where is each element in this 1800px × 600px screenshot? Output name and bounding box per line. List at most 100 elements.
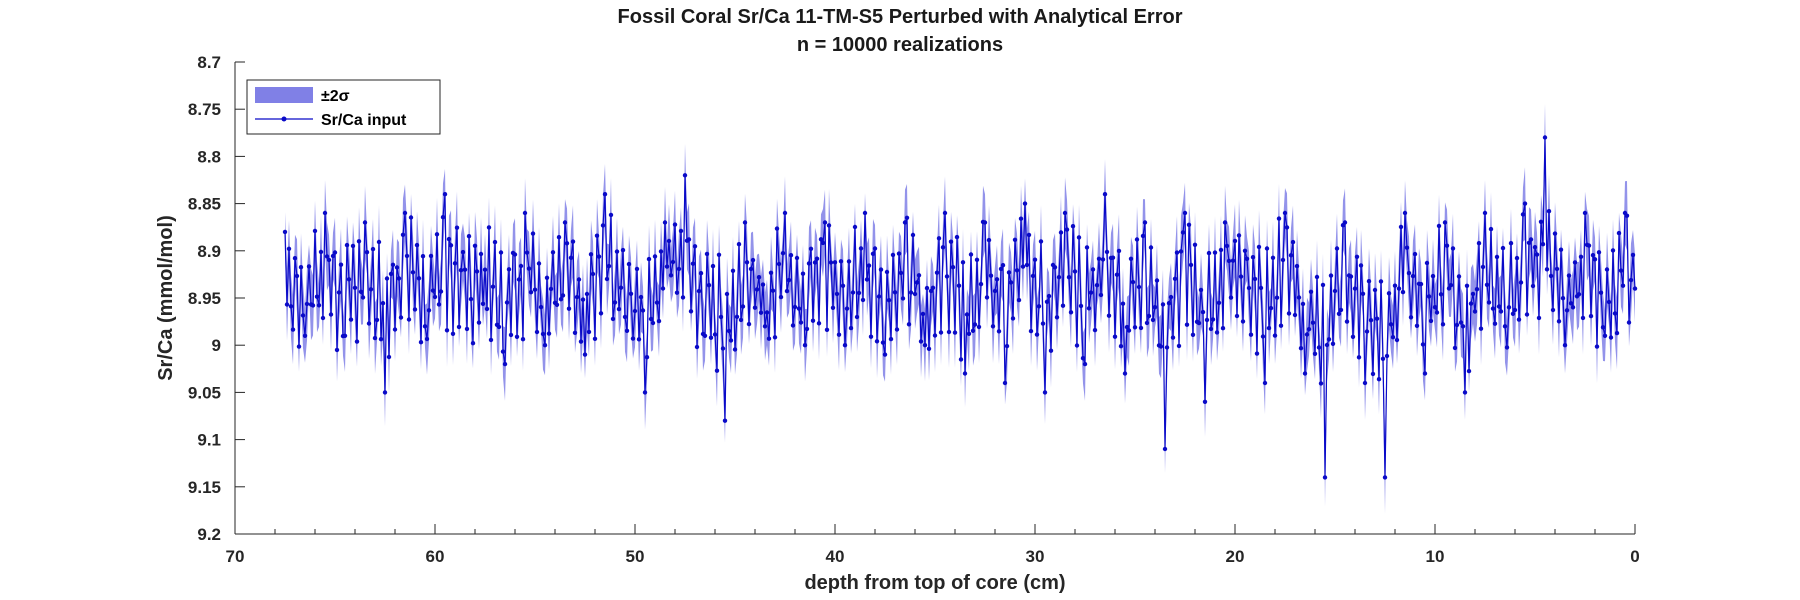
data-point — [1024, 262, 1030, 268]
data-point — [1010, 316, 1016, 321]
data-point — [508, 332, 514, 338]
legend-swatch-marker — [281, 116, 287, 122]
data-point — [1488, 226, 1494, 232]
data-point — [914, 280, 920, 285]
data-point — [1338, 307, 1344, 313]
data-point — [864, 277, 870, 282]
data-point — [1008, 280, 1014, 285]
data-point — [400, 232, 406, 237]
data-point — [632, 308, 638, 314]
data-point — [774, 226, 780, 231]
data-point — [1172, 276, 1178, 281]
data-point — [1374, 316, 1380, 321]
data-point — [594, 233, 600, 238]
data-point — [860, 297, 866, 303]
data-point — [1398, 224, 1404, 230]
data-point — [1390, 335, 1396, 340]
data-point — [842, 343, 848, 348]
data-point — [568, 255, 574, 260]
data-point — [1066, 275, 1072, 280]
data-point — [882, 352, 888, 357]
data-point — [1432, 305, 1438, 310]
data-point — [1246, 285, 1252, 291]
data-point — [1274, 295, 1280, 300]
data-point — [1438, 292, 1444, 297]
data-point — [426, 308, 432, 313]
data-point — [1480, 264, 1486, 270]
data-point — [1422, 371, 1428, 376]
data-point — [1412, 251, 1418, 257]
data-point — [1014, 268, 1020, 273]
data-point — [960, 260, 966, 265]
data-point — [984, 295, 990, 300]
data-point — [1242, 248, 1248, 253]
data-point — [1118, 344, 1124, 349]
data-point — [326, 257, 332, 263]
data-point — [1132, 325, 1138, 330]
data-point — [1448, 283, 1454, 288]
data-point — [332, 250, 338, 255]
axes-layer: 8.7 8.75 8.8 8.85 8.9 8.95 9 9.05 9.1 9.15 9.2 70 60… — [155, 53, 1640, 594]
data-point — [388, 271, 394, 277]
data-point — [1102, 192, 1108, 197]
data-point — [728, 338, 734, 343]
data-point — [1546, 209, 1552, 214]
data-point — [932, 333, 938, 338]
data-point — [486, 225, 492, 230]
data-point — [602, 192, 608, 197]
data-point — [1106, 313, 1112, 318]
data-point — [1280, 257, 1286, 263]
x-tick-label: 50 — [626, 547, 645, 566]
data-point — [1160, 302, 1166, 307]
data-point — [1420, 342, 1426, 347]
data-point — [1544, 267, 1550, 272]
data-point — [1266, 325, 1272, 331]
data-point — [1034, 332, 1040, 337]
data-point — [1074, 343, 1080, 348]
data-point — [1324, 342, 1330, 348]
data-point — [822, 220, 828, 225]
data-point — [948, 239, 954, 244]
data-point — [404, 253, 410, 259]
data-point — [556, 235, 562, 240]
data-point — [1554, 266, 1560, 272]
data-point — [1272, 333, 1278, 338]
data-point — [890, 252, 896, 258]
data-point — [1282, 210, 1288, 216]
data-point — [464, 326, 470, 332]
data-point — [672, 222, 678, 227]
y-tick-label: 9.15 — [188, 478, 221, 497]
data-point — [804, 326, 810, 332]
data-point — [384, 276, 390, 281]
data-point — [324, 254, 330, 259]
data-point — [800, 271, 806, 276]
data-point — [686, 237, 692, 242]
y-axis-label: Sr/Ca (mmol/mol) — [155, 215, 177, 381]
data-point — [586, 329, 592, 335]
data-point — [852, 224, 858, 230]
data-point — [1436, 223, 1442, 229]
data-point — [870, 251, 876, 256]
data-point — [642, 390, 648, 395]
data-point — [1200, 309, 1206, 315]
y-tick-label: 8.7 — [197, 53, 221, 72]
data-point — [784, 288, 790, 294]
data-point — [716, 252, 722, 257]
data-point — [900, 296, 906, 301]
data-point — [1506, 305, 1512, 310]
data-point — [1046, 293, 1052, 299]
data-point — [1528, 237, 1534, 242]
data-point — [548, 286, 554, 292]
data-point — [1206, 250, 1212, 256]
data-point — [796, 306, 802, 311]
series-line — [284, 137, 1636, 478]
data-point — [1084, 245, 1090, 250]
data-point — [456, 324, 462, 330]
data-point — [610, 316, 616, 322]
data-point — [1492, 321, 1498, 326]
data-point — [364, 250, 370, 255]
data-point — [916, 273, 922, 278]
data-point — [1162, 446, 1168, 452]
data-point — [1460, 324, 1466, 329]
